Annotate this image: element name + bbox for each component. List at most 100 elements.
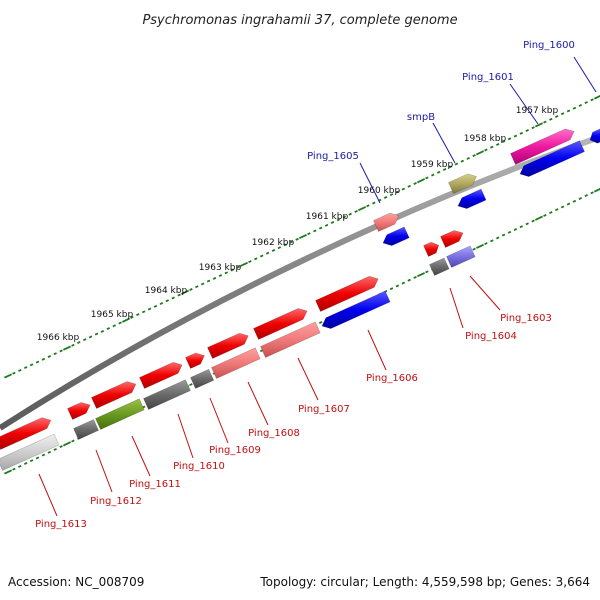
- leader-line: [573, 56, 597, 93]
- cds-ping-1609[interactable]: [190, 368, 215, 389]
- cds-ping-1612-fwd[interactable]: [67, 402, 91, 420]
- major-tick: [239, 261, 249, 267]
- minor-tick: [525, 129, 529, 132]
- cds-ping-1600-edge[interactable]: [589, 128, 600, 144]
- major-tick: [4, 469, 12, 475]
- cds-ping-1605-rev[interactable]: [382, 226, 410, 246]
- cds-ping-1606[interactable]: [321, 290, 391, 329]
- minor-tick: [578, 103, 583, 107]
- gene-label-ping-1611[interactable]: Ping_1611: [129, 479, 181, 490]
- gene-label-smpb[interactable]: smpB: [407, 112, 435, 123]
- minor-tick: [94, 332, 99, 336]
- minor-tick: [82, 338, 87, 342]
- cds-ping-1607-fwd[interactable]: [253, 308, 308, 340]
- cds-ping-1610-fwd[interactable]: [139, 361, 183, 389]
- gene-label-ping-1606[interactable]: Ping_1606: [366, 373, 418, 384]
- gene-label-ping-1607[interactable]: Ping_1607: [298, 404, 350, 415]
- minor-tick: [271, 248, 276, 252]
- minor-tick: [307, 232, 311, 236]
- minor-tick: [431, 173, 435, 177]
- gene-label-ping-1603[interactable]: Ping_1603: [500, 313, 552, 324]
- minor-tick: [484, 148, 488, 152]
- minor-tick: [53, 352, 57, 356]
- outer-tick-row: [3, 94, 600, 379]
- leader-line: [209, 397, 229, 444]
- cds-ping-1605[interactable]: [373, 212, 400, 232]
- minor-tick: [507, 137, 512, 141]
- minor-tick: [525, 222, 529, 226]
- minor-tick: [106, 327, 111, 331]
- leader-line: [432, 122, 456, 164]
- minor-tick: [206, 279, 211, 283]
- leader-line: [38, 473, 58, 517]
- gene-label-ping-1612[interactable]: Ping_1612: [90, 496, 142, 507]
- minor-tick: [313, 229, 317, 233]
- rna-ping-1613-inner[interactable]: [0, 433, 60, 471]
- minor-tick: [466, 156, 470, 160]
- major-tick: [121, 317, 131, 323]
- minor-tick: [531, 126, 535, 130]
- cds-ping-1609-fwd[interactable]: [185, 352, 205, 369]
- minor-tick: [495, 236, 500, 240]
- major-tick: [593, 94, 600, 100]
- minor-tick: [23, 366, 28, 370]
- minor-tick: [295, 237, 299, 241]
- minor-tick: [47, 450, 52, 454]
- gene-label-ping-1609[interactable]: Ping_1609: [209, 445, 261, 456]
- leader-line: [469, 275, 501, 311]
- tick-label: 1963 kbp: [199, 263, 242, 273]
- gene-label-ping-1601[interactable]: Ping_1601: [462, 72, 514, 83]
- gene-label-ping-1600[interactable]: Ping_1600: [523, 40, 575, 51]
- backbone-ring: [0, 134, 600, 431]
- minor-tick: [41, 453, 46, 457]
- tick-label: 1959 kbp: [411, 160, 454, 170]
- cds-ping-1604[interactable]: [423, 241, 440, 257]
- minor-tick: [549, 211, 553, 215]
- minor-tick: [348, 212, 352, 216]
- minor-tick: [130, 315, 134, 319]
- gene-label-ping-1605[interactable]: Ping_1605: [307, 151, 359, 162]
- cds-ping-1613[interactable]: [0, 417, 52, 450]
- minor-tick: [254, 257, 258, 261]
- cds-ping-1603-rev[interactable]: [446, 245, 476, 268]
- minor-tick: [165, 299, 170, 303]
- minor-tick: [519, 225, 524, 229]
- cds-ping-1610[interactable]: [143, 379, 191, 410]
- cds-smpB-rev[interactable]: [457, 188, 487, 209]
- minor-tick: [265, 251, 270, 255]
- minor-tick: [236, 265, 240, 269]
- cds-ping-1608-fwd[interactable]: [207, 332, 249, 359]
- cds-ping-1607[interactable]: [260, 321, 321, 358]
- minor-tick: [501, 233, 506, 237]
- cds-ping-1604-rev[interactable]: [429, 257, 450, 276]
- minor-tick: [218, 274, 223, 278]
- cds-ping-1608[interactable]: [211, 347, 261, 379]
- leader-line: [247, 381, 269, 426]
- minor-tick: [572, 199, 577, 203]
- cds-ping-1603[interactable]: [440, 230, 464, 248]
- minor-tick: [413, 182, 417, 185]
- gene-label-ping-1610[interactable]: Ping_1610: [173, 461, 225, 472]
- minor-tick: [18, 368, 22, 372]
- leader-line: [449, 287, 464, 329]
- tick-label: 1964 kbp: [145, 286, 188, 296]
- cds-ping-1611-fwd[interactable]: [91, 381, 137, 409]
- minor-tick: [59, 445, 63, 449]
- minor-tick: [277, 246, 282, 250]
- cds-ping-1611[interactable]: [95, 398, 145, 430]
- cds-ping-1600[interactable]: [519, 140, 585, 177]
- cds-ping-1601[interactable]: [510, 128, 575, 165]
- minor-tick: [436, 170, 441, 174]
- genome-summary: Topology: circular; Length: 4,559,598 bp…: [259, 575, 590, 589]
- minor-tick: [29, 363, 34, 367]
- minor-tick: [354, 209, 358, 213]
- cds-ping-1606-fwd[interactable]: [315, 275, 379, 312]
- gene-label-ping-1604[interactable]: Ping_1604: [465, 331, 517, 342]
- minor-tick: [554, 208, 559, 212]
- major-tick: [63, 441, 71, 447]
- gene-label-ping-1608[interactable]: Ping_1608: [248, 428, 300, 439]
- cds-ping-1612[interactable]: [73, 419, 99, 440]
- gene-label-ping-1613[interactable]: Ping_1613: [35, 519, 87, 530]
- minor-tick: [543, 120, 547, 124]
- cds-smpB[interactable]: [448, 173, 477, 194]
